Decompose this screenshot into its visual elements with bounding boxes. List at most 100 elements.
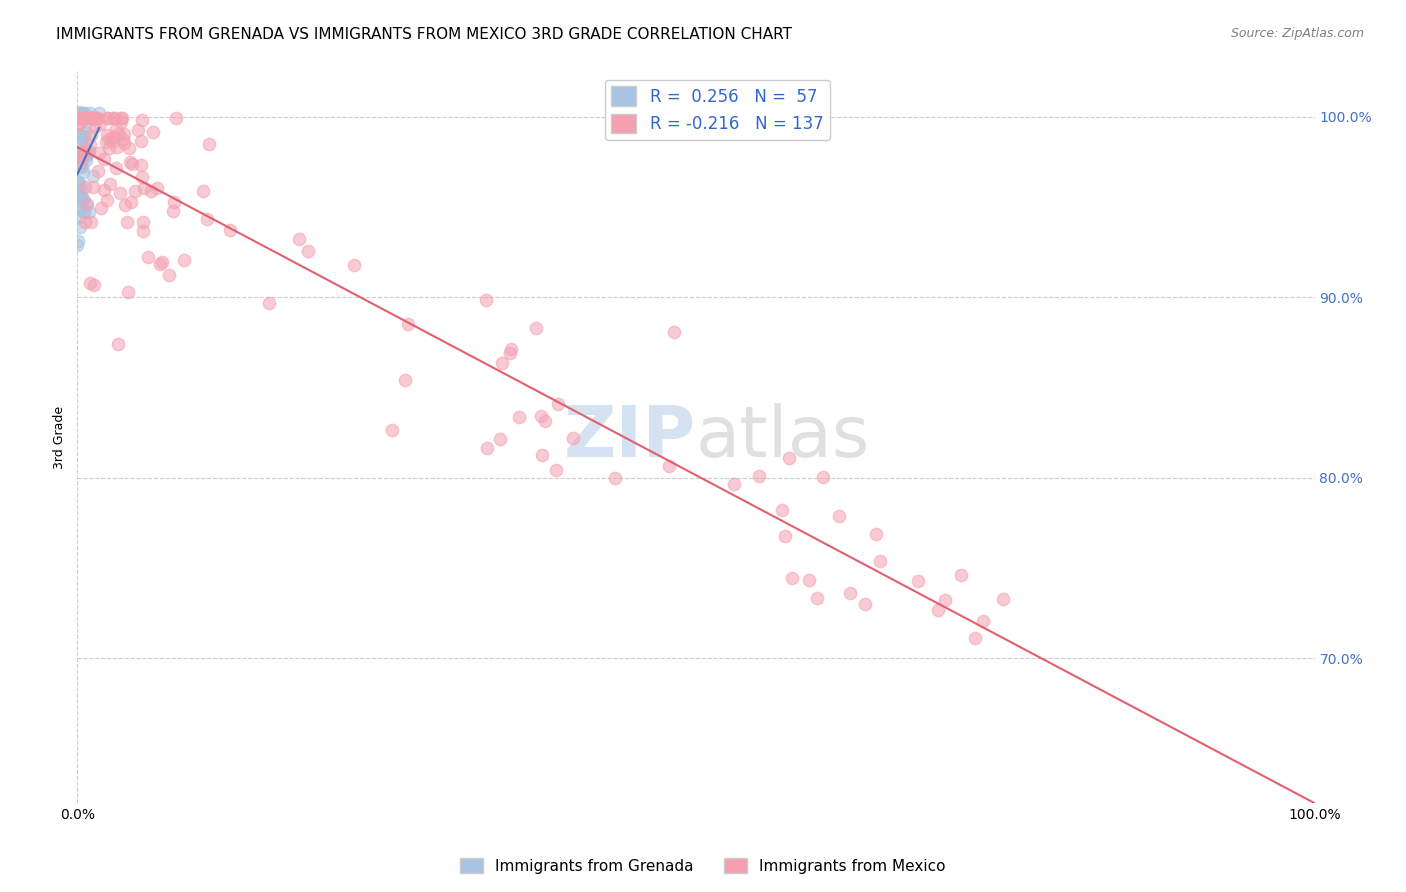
Point	[75, 112, 97, 126]
Point	[69, 177, 91, 191]
Point	[70, 159, 93, 173]
Point	[66, 174, 89, 188]
Point	[121, 157, 143, 171]
Point	[257, 296, 280, 310]
Point	[93, 152, 115, 166]
Point	[105, 139, 128, 153]
Point	[72, 164, 94, 178]
Point	[89, 117, 111, 131]
Point	[111, 112, 134, 126]
Point	[69, 220, 91, 235]
Point	[69, 106, 91, 120]
Point	[104, 112, 127, 126]
Y-axis label: 3rd Grade: 3rd Grade	[53, 406, 66, 468]
Point	[73, 140, 96, 154]
Point	[828, 509, 851, 524]
Point	[67, 112, 90, 126]
Point	[69, 202, 91, 217]
Point	[105, 161, 128, 176]
Point	[547, 396, 569, 410]
Point	[508, 410, 530, 425]
Point	[72, 192, 94, 206]
Point	[66, 238, 89, 252]
Point	[657, 458, 679, 473]
Point	[67, 151, 90, 165]
Point	[75, 214, 97, 228]
Point	[87, 145, 110, 160]
Point	[79, 106, 101, 120]
Point	[475, 441, 498, 455]
Point	[73, 106, 96, 120]
Point	[129, 134, 152, 148]
Point	[72, 128, 94, 143]
Point	[780, 571, 803, 585]
Point	[77, 204, 100, 219]
Point	[67, 211, 90, 225]
Point	[67, 192, 90, 206]
Point	[69, 156, 91, 170]
Point	[869, 554, 891, 568]
Point	[139, 185, 162, 199]
Point	[87, 164, 110, 178]
Point	[297, 244, 319, 258]
Point	[934, 592, 956, 607]
Point	[531, 448, 554, 462]
Point	[108, 128, 131, 142]
Point	[806, 591, 828, 605]
Point	[80, 111, 103, 125]
Point	[70, 151, 93, 165]
Point	[150, 255, 173, 269]
Point	[394, 373, 416, 387]
Point	[79, 276, 101, 290]
Point	[75, 153, 97, 168]
Point	[67, 186, 90, 200]
Point	[197, 136, 219, 151]
Point	[499, 343, 522, 357]
Point	[82, 112, 104, 126]
Point	[770, 503, 793, 517]
Point	[111, 132, 134, 146]
Point	[101, 112, 124, 126]
Point	[396, 317, 419, 331]
Point	[927, 603, 949, 617]
Point	[72, 144, 94, 158]
Point	[131, 170, 153, 185]
Point	[136, 250, 159, 264]
Point	[499, 345, 522, 359]
Point	[67, 136, 90, 150]
Point	[108, 186, 131, 200]
Point	[77, 145, 100, 159]
Point	[75, 125, 97, 139]
Point	[75, 197, 97, 211]
Point	[93, 183, 115, 197]
Point	[838, 586, 860, 600]
Point	[67, 190, 90, 204]
Point	[124, 185, 146, 199]
Point	[70, 184, 93, 198]
Point	[76, 196, 98, 211]
Point	[950, 568, 973, 582]
Point	[73, 179, 96, 194]
Point	[132, 181, 155, 195]
Point	[907, 574, 929, 588]
Point	[127, 123, 149, 137]
Point	[120, 195, 142, 210]
Point	[524, 321, 547, 335]
Point	[70, 106, 93, 120]
Point	[69, 118, 91, 132]
Point	[80, 112, 103, 126]
Point	[530, 409, 553, 423]
Point	[69, 153, 91, 168]
Point	[131, 113, 153, 128]
Point	[70, 106, 93, 120]
Point	[96, 128, 118, 143]
Point	[965, 631, 987, 645]
Point	[67, 149, 90, 163]
Point	[80, 128, 103, 143]
Point	[98, 141, 121, 155]
Point	[101, 134, 124, 148]
Point	[115, 215, 138, 229]
Point	[70, 160, 93, 174]
Point	[67, 188, 90, 202]
Point	[778, 450, 800, 465]
